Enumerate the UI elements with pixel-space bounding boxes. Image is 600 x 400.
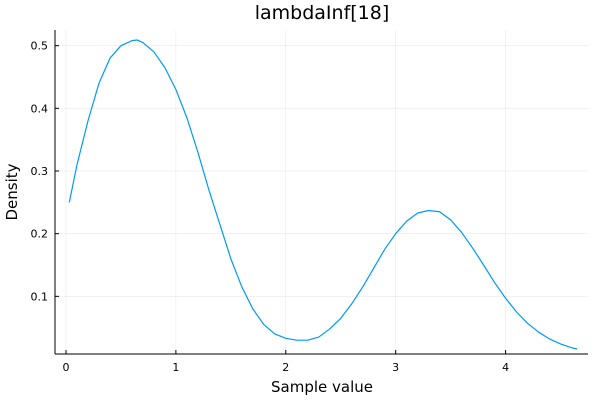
- x-tick-label: 3: [392, 361, 399, 374]
- chart-title: lambdaInf[18]: [255, 2, 390, 24]
- x-tick-label: 1: [172, 361, 179, 374]
- series-group: [68, 39, 578, 350]
- y-tick-labels: 0.1 0.2 0.3 0.4 0.5: [31, 40, 49, 304]
- y-tick-label: 0.1: [31, 290, 49, 303]
- axes: [54, 30, 588, 355]
- y-tick-label: 0.5: [31, 40, 49, 53]
- x-tick-label: 2: [282, 361, 289, 374]
- x-tick-labels: 0 1 2 3 4: [62, 361, 509, 374]
- x-tick-label: 0: [62, 361, 69, 374]
- y-axis-label: Density: [3, 163, 21, 220]
- x-tick-label: 4: [502, 361, 509, 374]
- x-axis-label: Sample value: [271, 378, 373, 396]
- density-line-series-0: [68, 39, 578, 350]
- y-tick-label: 0.3: [31, 165, 49, 178]
- y-tick-label: 0.2: [31, 228, 49, 241]
- grid: [55, 30, 588, 354]
- y-tick-label: 0.4: [31, 102, 49, 115]
